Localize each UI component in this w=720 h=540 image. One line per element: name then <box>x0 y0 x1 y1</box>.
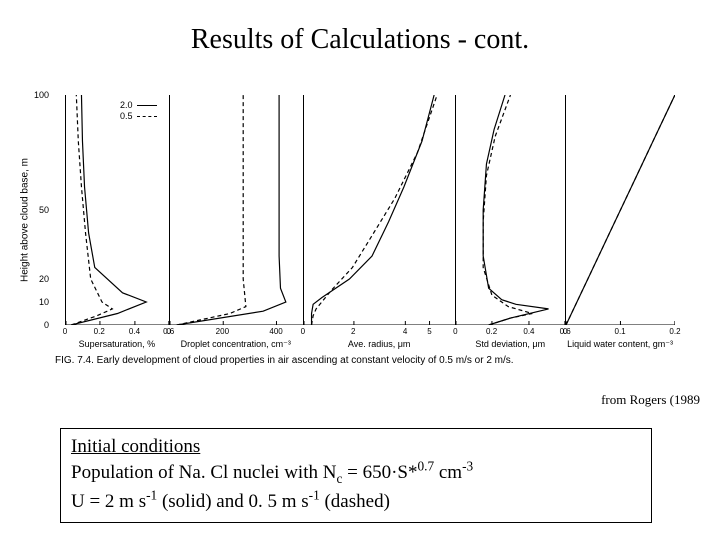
y-tick: 0 <box>44 320 49 330</box>
x-tick: 200 <box>216 327 229 336</box>
panel-droplet-concentration <box>169 95 303 325</box>
x-axis-label: Droplet concentration, cm⁻³ <box>181 339 291 350</box>
x-tick: 0.4 <box>523 327 534 336</box>
x-tick: 0.2 <box>486 327 497 336</box>
x-tick: 400 <box>269 327 282 336</box>
x-tick: 5 <box>427 327 431 336</box>
x-tick: 0.2 <box>94 327 105 336</box>
x-tick: 0 <box>166 327 170 336</box>
x-tick: 2 <box>351 327 355 336</box>
panel-ave-radius <box>303 95 455 325</box>
x-tick: 0.1 <box>615 327 626 336</box>
panel-supersaturation <box>65 95 169 325</box>
figure-area: Height above cloud base, m 0102050100 2.… <box>55 95 675 345</box>
x-axis-label: Std deviation, μm <box>475 339 545 349</box>
y-axis-label: Height above cloud base, m <box>20 158 31 282</box>
x-tick: 0 <box>453 327 457 336</box>
y-tick: 50 <box>39 205 49 215</box>
x-tick: 0 <box>301 327 305 336</box>
box-line2: U = 2 m s-1 (solid) and 0. 5 m s-1 (dash… <box>71 491 390 512</box>
box-line1: Population of Na. Cl nuclei with Nc = 65… <box>71 462 473 483</box>
x-tick: 0.4 <box>129 327 140 336</box>
panels-row <box>65 95 675 325</box>
source-attribution: from Rogers (1989 <box>601 392 700 408</box>
page-title: Results of Calculations - cont. <box>0 24 720 56</box>
x-axis-label: Liquid water content, gm⁻³ <box>567 339 673 350</box>
box-heading: Initial conditions <box>71 436 200 457</box>
y-tick: 20 <box>39 274 49 284</box>
figure-caption: FIG. 7.4. Early development of cloud pro… <box>55 355 665 366</box>
y-tick: 10 <box>39 297 49 307</box>
slide-root: Results of Calculations - cont. Height a… <box>0 0 720 540</box>
initial-conditions-box: Initial conditions Population of Na. Cl … <box>60 428 652 523</box>
y-tick: 100 <box>34 90 49 100</box>
x-axis-label: Ave. radius, μm <box>348 339 411 349</box>
panel-liquid-water-content <box>565 95 675 325</box>
x-axis-label: Supersaturation, % <box>79 339 156 349</box>
panel-std-deviation <box>455 95 565 325</box>
x-tick: 0 <box>63 327 67 336</box>
x-tick: 4 <box>403 327 407 336</box>
x-tick: 0 <box>563 327 567 336</box>
x-tick: 0.2 <box>669 327 680 336</box>
